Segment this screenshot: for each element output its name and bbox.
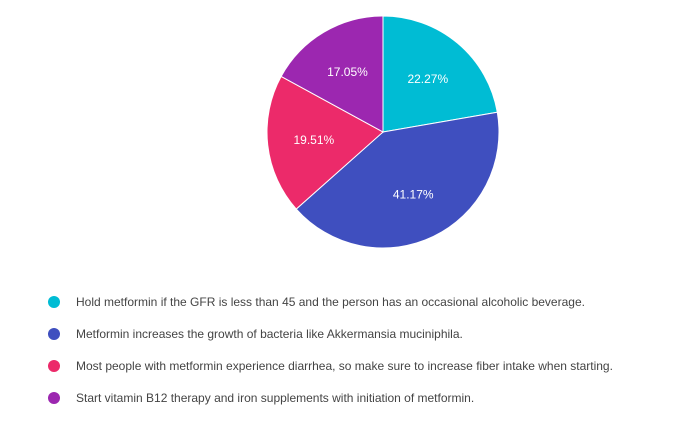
legend-label-4: Start vitamin B12 therapy and iron suppl…	[76, 391, 475, 405]
pie-slice-3[interactable]	[266, 75, 384, 210]
legend-swatch-4	[48, 392, 60, 404]
legend-item-3[interactable]: Most people with metformin experience di…	[48, 350, 668, 382]
pie-slice-label-4: 17.05%	[327, 65, 368, 79]
legend-item-1[interactable]: Hold metformin if the GFR is less than 4…	[48, 286, 668, 318]
pie-slice-4[interactable]	[280, 15, 384, 133]
pie-chart-svg: 22.27% 41.17% 19.51% 17.05%	[266, 15, 500, 249]
legend-swatch-1	[48, 296, 60, 308]
pie-chart: 22.27% 41.17% 19.51% 17.05%	[266, 15, 500, 249]
pie-slice-label-1: 22.27%	[407, 72, 448, 86]
chart-legend: Hold metformin if the GFR is less than 4…	[48, 286, 668, 414]
pie-slice-label-2: 41.17%	[393, 188, 434, 202]
pie-slice-2[interactable]	[295, 111, 500, 249]
legend-label-3: Most people with metformin experience di…	[76, 359, 613, 373]
legend-item-2[interactable]: Metformin increases the growth of bacter…	[48, 318, 668, 350]
pie-slice-label-3: 19.51%	[293, 133, 334, 147]
legend-swatch-3	[48, 360, 60, 372]
legend-label-2: Metformin increases the growth of bacter…	[76, 327, 463, 341]
legend-swatch-2	[48, 328, 60, 340]
pie-slice-1[interactable]	[382, 15, 498, 133]
legend-item-4[interactable]: Start vitamin B12 therapy and iron suppl…	[48, 382, 668, 414]
legend-label-1: Hold metformin if the GFR is less than 4…	[76, 295, 585, 309]
